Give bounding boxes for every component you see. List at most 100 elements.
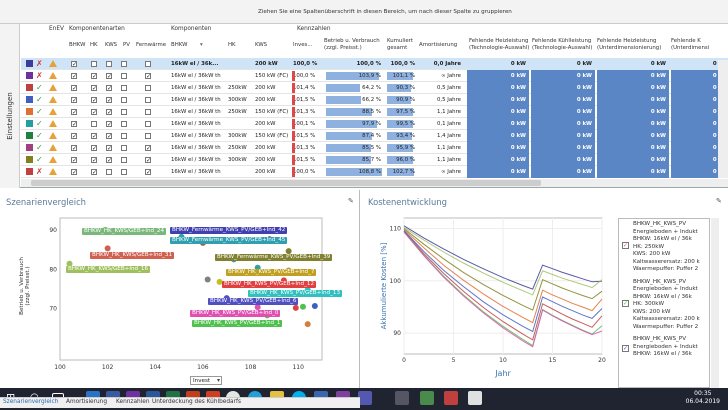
component-checkbox[interactable]	[145, 121, 151, 127]
col-kws[interactable]: KWS	[255, 42, 268, 48]
component-checkbox[interactable]	[106, 169, 112, 175]
scenario-point-label[interactable]: BHKW_HK_KWS_PV/GEB+Ind_0	[190, 310, 281, 317]
clock[interactable]: 00:35 06.04.2019	[686, 390, 720, 406]
scenario-point-label[interactable]: BHKW_Fernwärme_KWS_PV/GEB+Ind_42	[170, 227, 288, 234]
x-axis-selector[interactable]: Invest ▾	[190, 376, 222, 385]
scatter-point[interactable]	[204, 276, 211, 283]
active-app-icon[interactable]	[395, 391, 409, 405]
col-kumuliert[interactable]: Kumuliert gesamt	[387, 38, 413, 52]
component-checkbox[interactable]: ✓	[91, 169, 98, 176]
table-row[interactable]: ✓ ✓ ✓ ✓ ✓ 16kW el / 36kW th 250kW 200 kW 101,3 %…	[21, 142, 728, 154]
col-betrieb[interactable]: Betrieb u. Verbrauch (zzgl. Preisst.)	[324, 38, 380, 52]
vertical-scrollbar[interactable]	[718, 60, 728, 178]
cost-series-line[interactable]	[403, 231, 603, 348]
tab-kennzahlen[interactable]: Kennzahlen	[116, 399, 150, 405]
component-checkbox[interactable]: ✓	[71, 145, 78, 152]
component-checkbox[interactable]: ✓	[106, 109, 113, 116]
app5-icon[interactable]	[468, 391, 482, 405]
component-checkbox[interactable]: ✓	[91, 85, 98, 92]
col-kws-type[interactable]: KWS	[105, 42, 118, 48]
table-row[interactable]: ✓ ✓ ✓ ✓ 16kW el / 36kW th 300kW 150 kW (FC) 101…	[21, 130, 728, 142]
table-row[interactable]: ✗ ✓ ✓ ✓ 16kW el / 36kW th 200 kW 100,0 % 108,8 …	[21, 166, 728, 178]
legend-checkbox[interactable]: ✓	[622, 345, 629, 352]
component-checkbox[interactable]: ✓	[106, 85, 113, 92]
scatter-point[interactable]	[66, 260, 73, 267]
cost-series-line[interactable]	[403, 226, 603, 296]
scatter-point[interactable]	[304, 321, 311, 328]
component-checkbox[interactable]	[121, 109, 127, 115]
col-hk-type[interactable]: HK	[90, 42, 98, 48]
tab-szenarienvergleich[interactable]: Szenarienvergleich	[3, 399, 59, 405]
component-checkbox[interactable]: ✓	[71, 61, 78, 68]
col-bhkw[interactable]: BHKW	[171, 42, 188, 48]
scatter-point[interactable]	[311, 302, 318, 309]
component-checkbox[interactable]: ✓	[145, 169, 152, 176]
component-checkbox[interactable]: ✓	[145, 73, 152, 80]
component-checkbox[interactable]: ✓	[91, 97, 98, 104]
col-amortisierung[interactable]: Amortisierung	[419, 42, 458, 48]
col-bhkw-type[interactable]: BHKW	[69, 42, 86, 48]
component-checkbox[interactable]	[121, 121, 127, 127]
component-checkbox[interactable]	[121, 85, 127, 91]
cost-series-line[interactable]	[403, 228, 603, 311]
col-pv-type[interactable]: PV	[123, 42, 130, 48]
scatter-point[interactable]	[216, 278, 223, 285]
table-row[interactable]: ✗ ✓ ✓ ✓ ✓ 16kW el / 36kW th 150 kW (FC) 100,0 %…	[21, 70, 728, 82]
table-row[interactable]: ✓ ✓ ✓ 16kW el / 36kW th 200 kW 100,1 % 97,9 % 9…	[21, 118, 728, 130]
component-checkbox[interactable]: ✓	[71, 85, 78, 92]
component-checkbox[interactable]: ✓	[91, 157, 98, 164]
pin-icon[interactable]: ✎	[348, 197, 354, 205]
scatter-point[interactable]	[299, 303, 306, 310]
col-fehlende-kuehl-unter[interactable]: Fehlende K (Unterdimensi	[671, 38, 709, 52]
group-by-area[interactable]: Ziehen Sie eine Spaltenüberschrift in di…	[0, 0, 728, 24]
horizontal-scrollbar[interactable]	[21, 179, 728, 187]
col-invest[interactable]: Inves...	[293, 42, 313, 48]
table-row[interactable]: ✗ ✓ 16kW el / 36k... 200 kW 100,0 % 100,0 % 10…	[21, 58, 728, 70]
component-checkbox[interactable]: ✓	[71, 157, 78, 164]
table-row[interactable]: ✓ ✓ ✓ ✓ 16kW el / 36kW th 250kW 150 kW (FC) 101…	[21, 106, 728, 118]
scatter-point[interactable]	[254, 304, 261, 311]
component-checkbox[interactable]: ✓	[71, 109, 78, 116]
scatter-point[interactable]	[292, 304, 299, 311]
scenario-point-label[interactable]: BHKW_HK_KWS_PV/GEB+Ind_7	[226, 269, 317, 276]
legend-scrollbar[interactable]	[711, 218, 719, 388]
table-row[interactable]: ✓ ✓ ✓ ✓ 16kW el / 36kW th 250kW 200 kW 101,4 % 6…	[21, 82, 728, 94]
scenario-point-label[interactable]: BHKW_HK_KWS_PV/GEB+Ind_6	[208, 298, 299, 305]
component-checkbox[interactable]: ✓	[106, 157, 113, 164]
component-checkbox[interactable]	[121, 157, 127, 163]
scenario-point-label[interactable]: BHKW_Fernwärme_KWS_PV/GEB+Ind_39	[215, 254, 333, 261]
teams-icon[interactable]	[358, 391, 372, 405]
component-checkbox[interactable]	[121, 61, 127, 67]
table-row[interactable]: ✓ ✓ ✓ ✓ 16kW el / 36kW th 300kW 200 kW 101,5 % 6…	[21, 94, 728, 106]
app4-icon[interactable]	[444, 391, 458, 405]
component-checkbox[interactable]	[145, 133, 151, 139]
table-row[interactable]: ✓ ✓ ✓ ✓ ✓ 16kW el / 36kW th 300kW 200 kW 101,5 %…	[21, 154, 728, 166]
component-checkbox[interactable]: ✓	[71, 169, 78, 176]
scenario-point-label[interactable]: BHKW_HK_KWS_PV/GEB+Ind_13	[248, 290, 342, 297]
scenario-point-label[interactable]: BHKW_HK_KWS/GEB+Ind_31	[90, 252, 174, 259]
component-checkbox[interactable]: ✓	[71, 121, 78, 128]
component-checkbox[interactable]	[121, 145, 127, 151]
component-checkbox[interactable]	[121, 73, 127, 79]
component-checkbox[interactable]	[91, 121, 97, 127]
component-checkbox[interactable]: ✓	[91, 145, 98, 152]
component-checkbox[interactable]: ✓	[145, 157, 152, 164]
component-checkbox[interactable]: ✓	[106, 145, 113, 152]
cost-series-line[interactable]	[403, 230, 603, 341]
col-fernwaerme[interactable]: Fernwärme	[136, 42, 167, 48]
app3-icon[interactable]	[420, 391, 434, 405]
scenario-point-label[interactable]: BHKW_HK_KWS_PV/GEB+Ind_1	[192, 320, 283, 327]
component-checkbox[interactable]: ✓	[91, 133, 98, 140]
scatter-point[interactable]	[285, 248, 292, 255]
component-checkbox[interactable]: ✓	[91, 109, 98, 116]
settings-side-tab[interactable]: Einstellungen	[0, 24, 20, 188]
component-checkbox[interactable]: ✓	[106, 133, 113, 140]
component-checkbox[interactable]: ✓	[145, 145, 152, 152]
col-hk[interactable]: HK	[228, 42, 236, 48]
component-checkbox[interactable]	[145, 97, 151, 103]
component-checkbox[interactable]: ✓	[106, 97, 113, 104]
scenario-point-label[interactable]: BHKW_HK_KWS/GEB+Ind_16	[66, 266, 150, 273]
legend-checkbox[interactable]: ✓	[622, 242, 629, 249]
component-checkbox[interactable]: ✓	[91, 73, 98, 80]
component-checkbox[interactable]	[145, 85, 151, 91]
